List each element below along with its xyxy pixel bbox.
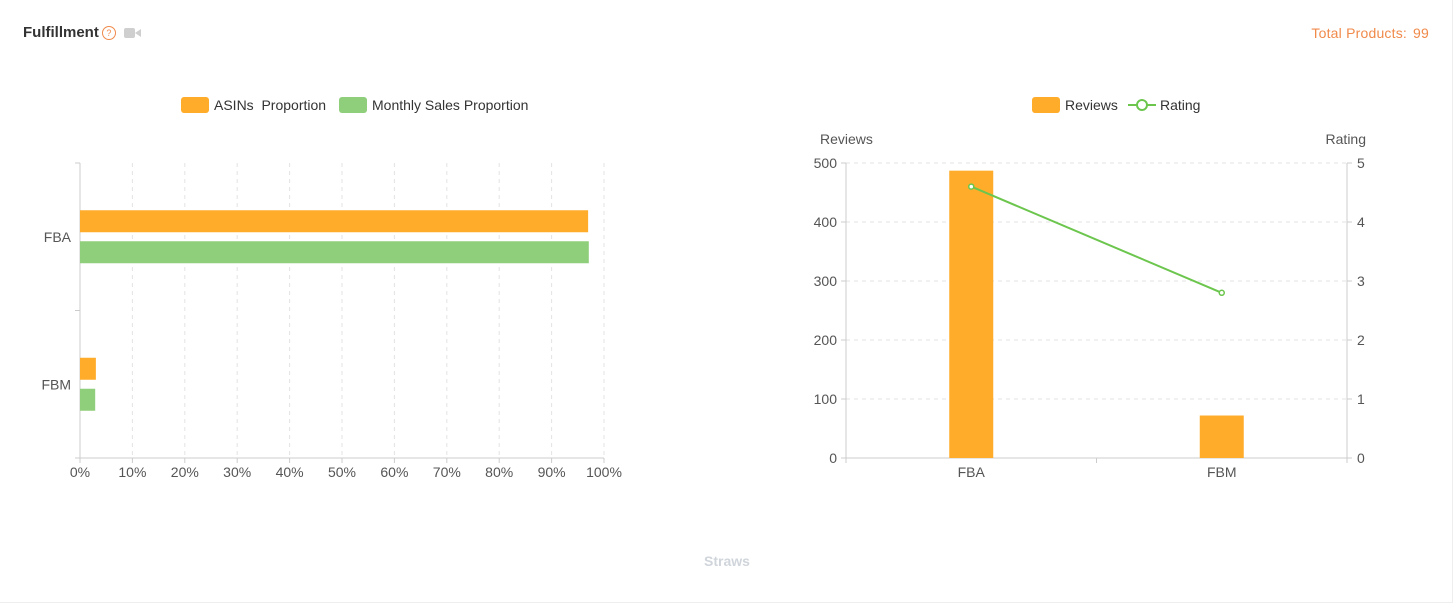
legend-swatch-rating-dot xyxy=(1136,99,1148,111)
rating-point-fbm[interactable] xyxy=(1218,289,1225,297)
y-tick-label-left: 0 xyxy=(829,450,837,466)
footer-keyword: Straws xyxy=(704,553,750,569)
x-tick-label: 20% xyxy=(171,464,199,480)
chart-legend[interactable]: Reviews Rating xyxy=(1032,97,1200,113)
legend-label-rating: Rating xyxy=(1160,97,1200,113)
y-tick-label-left: 200 xyxy=(814,332,838,348)
legend-label-asins: ASINs Proportion xyxy=(214,97,326,113)
y-tick-label-left: 400 xyxy=(814,214,838,230)
y-tick-label: FBM xyxy=(41,376,71,392)
x-tick-label: 10% xyxy=(118,464,146,480)
header: Fulfillment ? xyxy=(23,24,142,41)
y-tick-label-left: 100 xyxy=(814,391,838,407)
rating-point-fba[interactable] xyxy=(968,183,975,190)
y-tick-label-left: 500 xyxy=(814,155,838,171)
bar-fbm-asins[interactable] xyxy=(80,357,96,380)
legend-swatch-sales xyxy=(339,97,367,113)
question-circle-icon[interactable]: ? xyxy=(101,25,116,40)
x-tick-label: 50% xyxy=(328,464,356,480)
x-tick-label: 30% xyxy=(223,464,251,480)
chart-legend[interactable]: ASINs Proportion Monthly Sales Proportio… xyxy=(181,97,528,113)
x-tick-label: 60% xyxy=(380,464,408,480)
y-axis-title-right: Rating xyxy=(1326,131,1366,147)
y-tick-label-left: 300 xyxy=(814,273,838,289)
x-tick-label: 90% xyxy=(538,464,566,480)
legend-swatch-asins xyxy=(181,97,209,113)
legend-swatch-reviews xyxy=(1032,97,1060,113)
total-products: Total Products: 99 xyxy=(1311,25,1429,41)
bar-fba-asins[interactable] xyxy=(80,210,589,233)
page-title: Fulfillment xyxy=(23,24,99,41)
x-tick-label: 80% xyxy=(485,464,513,480)
y-tick-label-right: 3 xyxy=(1357,273,1365,289)
x-tick-label: 100% xyxy=(586,464,622,480)
x-tick-label: 0% xyxy=(70,464,90,480)
video-icon[interactable] xyxy=(123,27,142,39)
legend-label-reviews: Reviews xyxy=(1065,97,1118,113)
bar-fba-sales[interactable] xyxy=(80,241,589,264)
total-products-value: 99 xyxy=(1413,25,1429,41)
bar-reviews-fba[interactable] xyxy=(949,170,994,459)
bar-reviews-fbm[interactable] xyxy=(1199,415,1244,458)
reviews-rating-chart: Reviews Rating Reviews Rating 0 100 200 300… xyxy=(814,97,1366,480)
y-tick-label-right: 5 xyxy=(1357,155,1365,171)
rating-line xyxy=(970,185,1223,294)
y-axis-title-left: Reviews xyxy=(820,131,873,147)
bar-fbm-sales[interactable] xyxy=(80,388,96,411)
x-tick-label: 70% xyxy=(433,464,461,480)
y-tick-label-right: 2 xyxy=(1357,332,1365,348)
total-products-label: Total Products: xyxy=(1311,25,1408,41)
y-tick-label-right: 1 xyxy=(1357,391,1365,407)
y-tick-label-right: 4 xyxy=(1357,214,1365,230)
x-tick-label: 40% xyxy=(276,464,304,480)
x-tick-label: FBA xyxy=(958,464,986,480)
y-tick-label: FBA xyxy=(44,229,72,245)
y-tick-label-right: 0 xyxy=(1357,450,1365,466)
legend-label-sales: Monthly Sales Proportion xyxy=(372,97,528,113)
x-tick-label: FBM xyxy=(1207,464,1237,480)
proportion-chart: ASINs Proportion Monthly Sales Proportio… xyxy=(41,97,622,480)
